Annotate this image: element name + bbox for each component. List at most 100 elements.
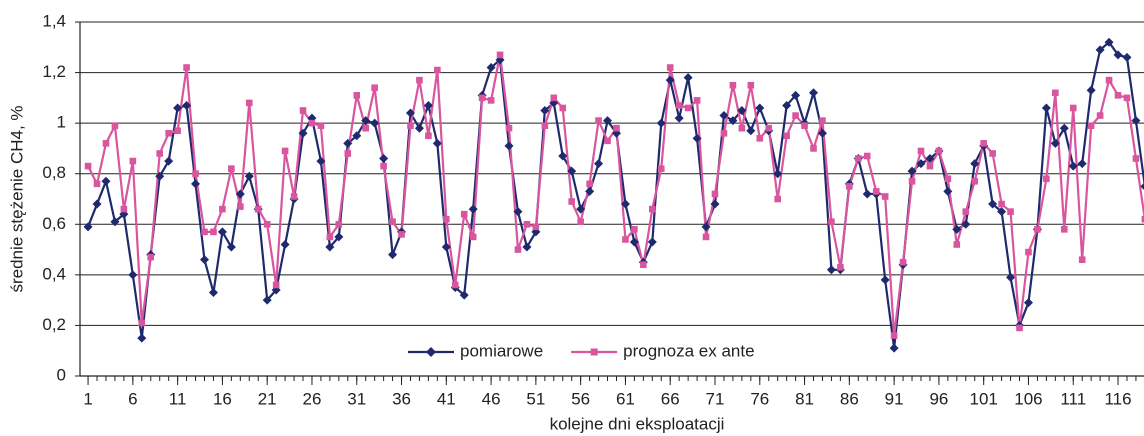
point-marker [182, 100, 192, 110]
point-marker [577, 218, 584, 226]
point-marker [1086, 85, 1096, 95]
point-marker [1007, 208, 1014, 215]
point-marker [558, 151, 568, 161]
point-marker [1023, 298, 1033, 308]
point-marker [541, 122, 549, 129]
x-tick-label: 101 [969, 389, 997, 408]
point-marker [388, 250, 398, 260]
point-marker [344, 150, 352, 157]
point-marker [496, 51, 504, 59]
point-marker [1043, 175, 1050, 183]
point-marker [585, 186, 595, 196]
point-marker [379, 154, 389, 164]
point-marker [192, 170, 199, 178]
point-marker [325, 242, 335, 252]
point-marker [1096, 112, 1104, 119]
point-marker [101, 176, 111, 186]
point-marker [226, 242, 236, 252]
point-marker [505, 124, 513, 132]
point-marker [952, 224, 962, 234]
x-tick-label: 21 [258, 389, 277, 408]
point-marker [1060, 226, 1068, 233]
point-marker [478, 94, 486, 102]
point-marker [801, 122, 808, 129]
point-marker [352, 131, 362, 141]
point-marker [943, 186, 953, 196]
point-marker [272, 281, 280, 289]
point-marker [1034, 226, 1041, 233]
point-marker [425, 132, 432, 140]
point-marker [281, 147, 289, 155]
point-marker [613, 124, 620, 132]
point-marker [1069, 104, 1077, 112]
point-marker [997, 207, 1007, 217]
point-marker [1113, 50, 1123, 60]
point-marker [899, 258, 907, 266]
point-marker [665, 75, 675, 85]
point-marker [129, 157, 137, 165]
point-marker [217, 227, 227, 237]
point-marker [792, 112, 799, 119]
point-marker [389, 218, 396, 226]
point-marker [228, 165, 235, 172]
x-tick-label: 41 [437, 389, 456, 408]
point-marker [441, 242, 451, 252]
x-tick-label: 71 [706, 389, 725, 408]
point-marker [280, 240, 290, 250]
point-marker [245, 99, 253, 107]
y-tick-label: 1 [57, 113, 66, 132]
point-marker [165, 129, 172, 137]
point-marker [846, 183, 853, 190]
point-marker [147, 253, 155, 261]
point-marker [774, 195, 781, 203]
point-marker [1068, 161, 1078, 171]
point-marker [828, 218, 835, 226]
x-tick-label: 1 [83, 389, 92, 408]
point-marker [361, 116, 371, 126]
y-axis-title: średnie stężenie CH4, % [7, 105, 26, 292]
point-marker [486, 63, 496, 73]
point-marker [219, 205, 226, 213]
y-tick-label: 0 [57, 365, 66, 384]
point-marker [487, 97, 495, 104]
point-marker [819, 117, 826, 124]
legend-marker [590, 348, 598, 356]
point-marker [298, 128, 308, 138]
y-tick-label: 0,2 [42, 315, 66, 334]
point-marker [826, 265, 836, 275]
point-marker [620, 199, 630, 209]
x-axis-title: kolejne dni eksploatacji [550, 414, 725, 433]
x-tick-label: 106 [1014, 389, 1042, 408]
point-marker [692, 133, 702, 143]
point-marker [191, 179, 201, 189]
point-marker [1114, 92, 1122, 99]
point-marker [970, 159, 980, 169]
point-marker [173, 103, 183, 113]
point-marker [791, 90, 801, 100]
point-marker [174, 127, 181, 135]
point-marker [640, 261, 647, 269]
point-marker [1122, 52, 1132, 62]
point-marker [989, 150, 996, 157]
point-marker [756, 135, 764, 142]
point-marker [872, 188, 880, 195]
point-marker [370, 118, 380, 128]
point-marker [666, 64, 674, 71]
series-line [87, 40, 1144, 349]
point-marker [137, 333, 147, 343]
point-marker [916, 159, 926, 169]
point-marker [1141, 215, 1144, 223]
point-marker [649, 205, 656, 213]
point-marker [459, 290, 469, 300]
point-marker [683, 73, 693, 83]
point-marker [316, 156, 326, 166]
point-marker [631, 226, 638, 233]
point-marker [917, 147, 925, 155]
point-marker [308, 119, 316, 127]
point-marker [102, 140, 110, 147]
point-marker [1025, 248, 1032, 256]
point-marker [84, 162, 92, 170]
point-marker [1123, 94, 1131, 102]
point-marker [980, 140, 987, 147]
point-marker [854, 155, 862, 162]
